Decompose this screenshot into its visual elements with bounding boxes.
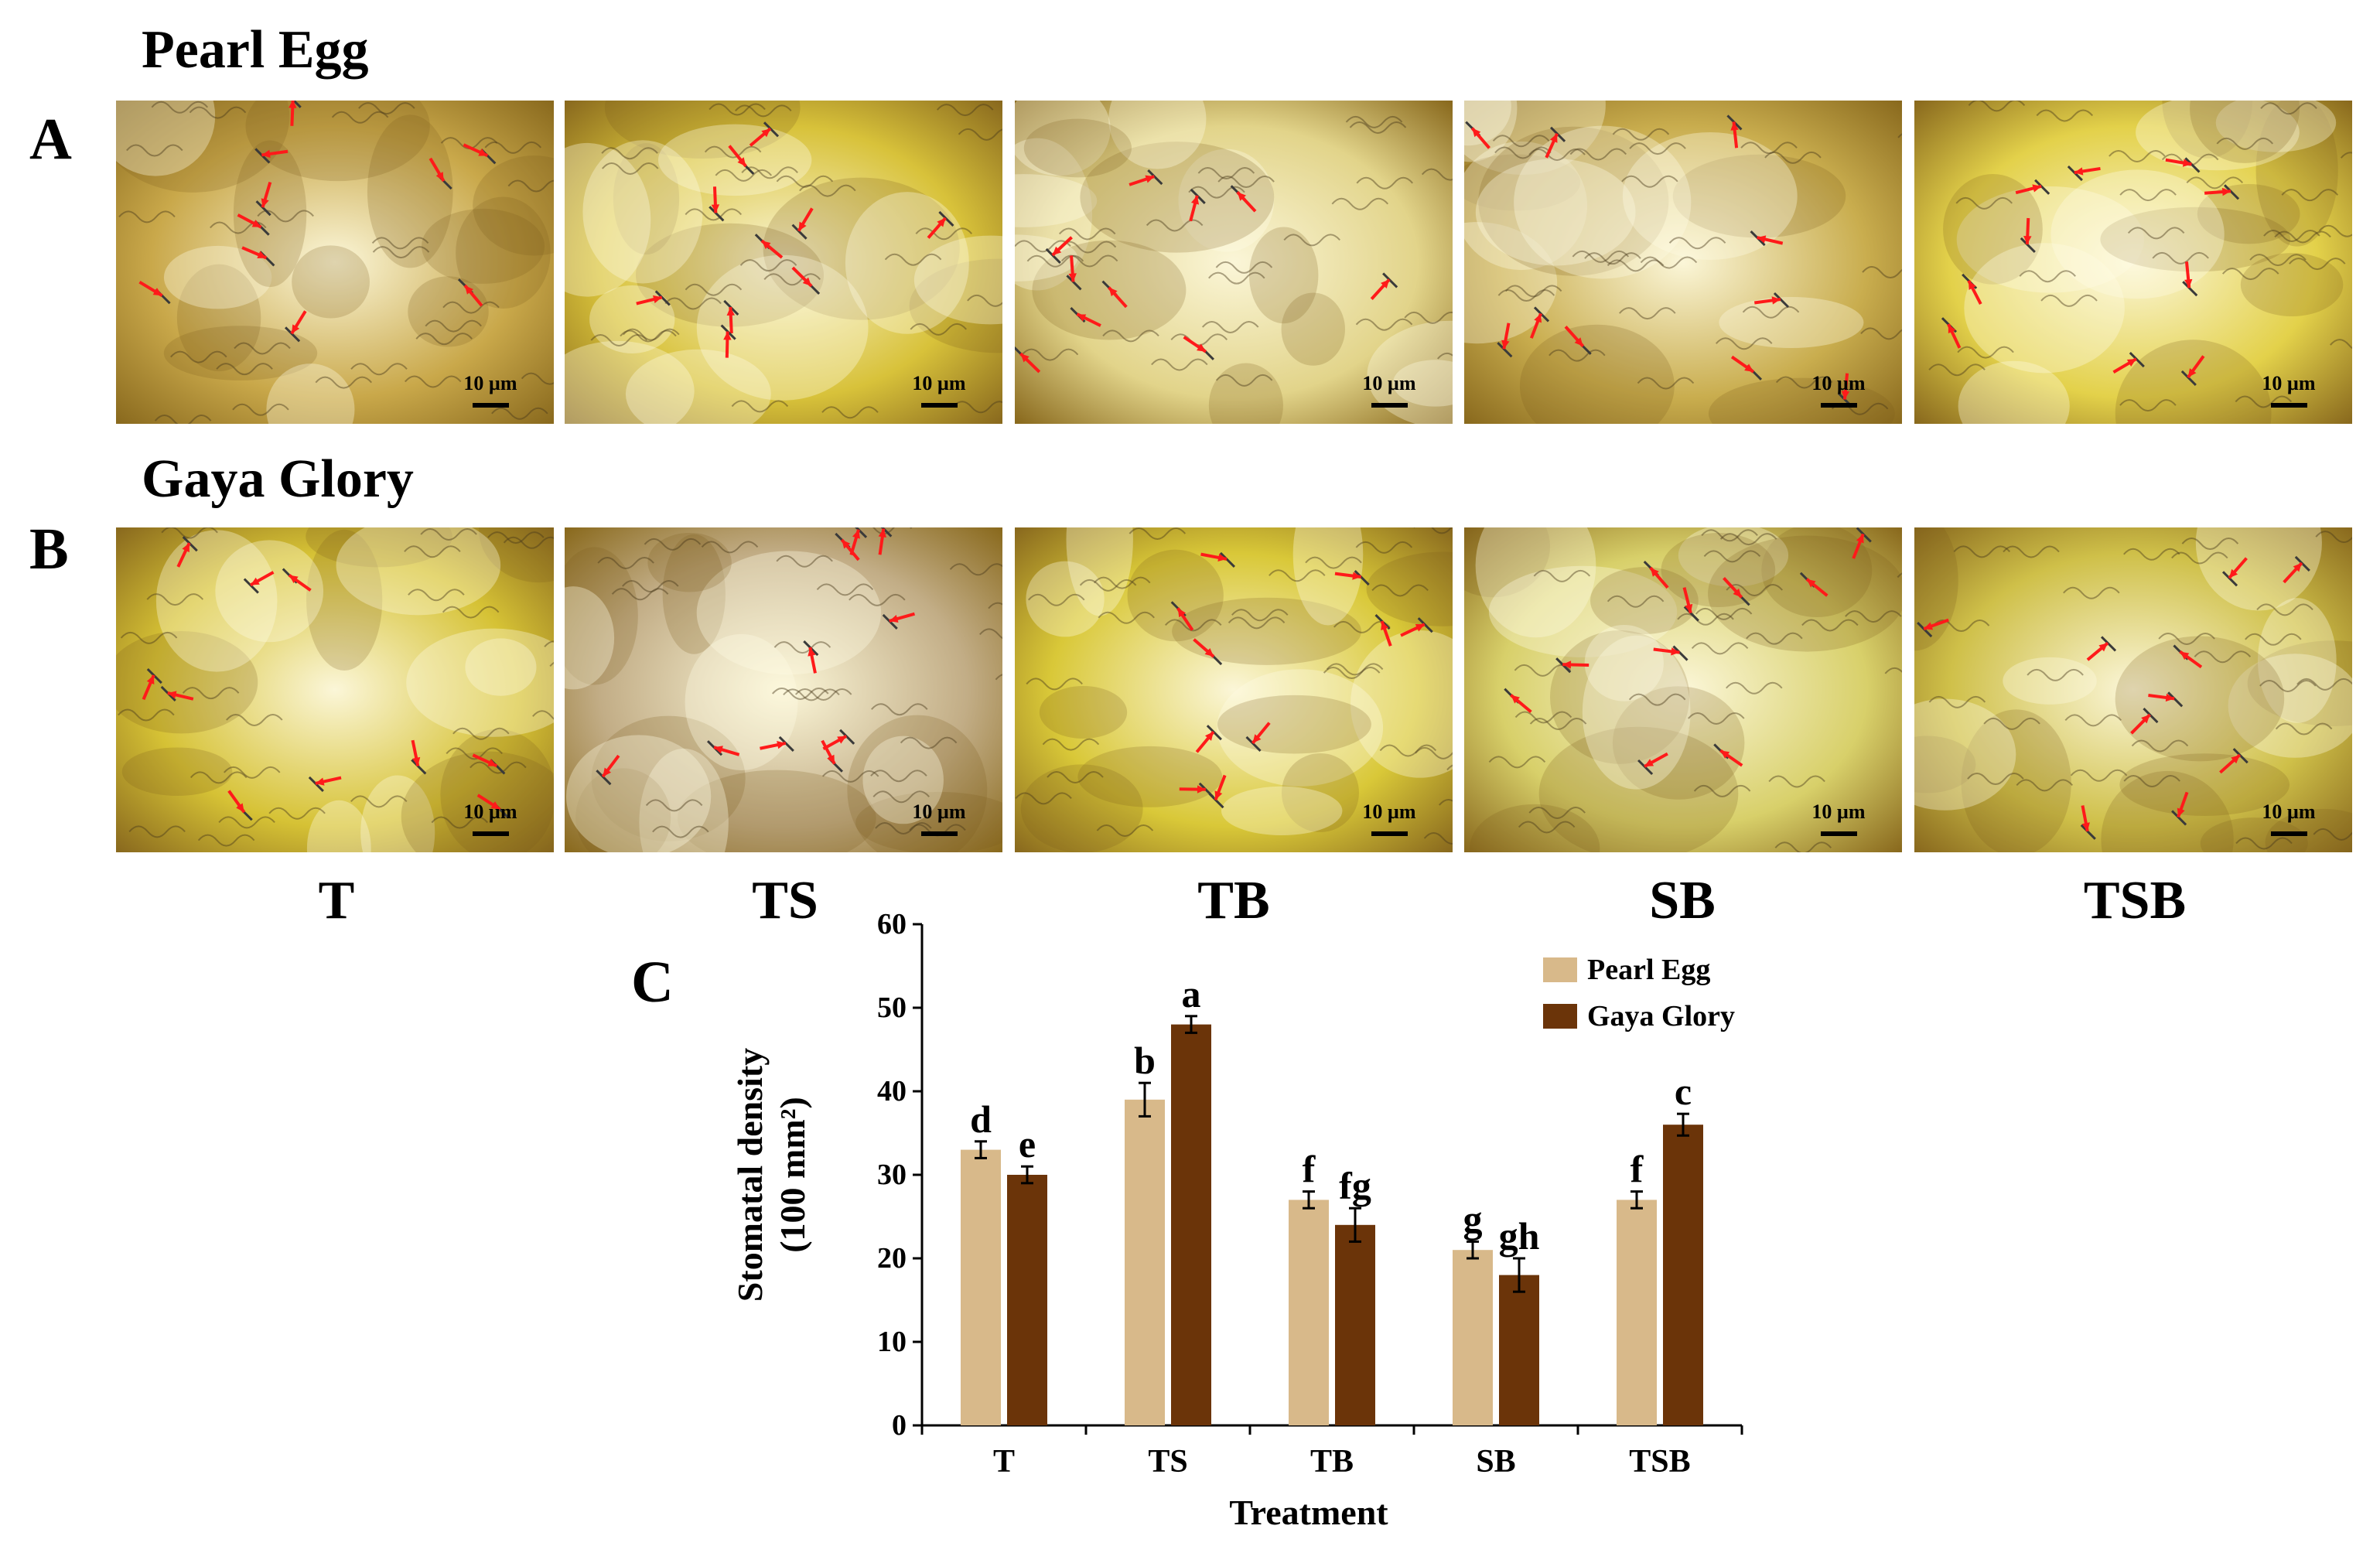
micrograph-gaya-glory-sb: 10 µm: [1464, 527, 1902, 852]
significance-letter: a: [1182, 972, 1201, 1015]
y-axis-title: Stomatal density: [730, 1048, 770, 1302]
scale-bar-label: 10 µm: [1362, 800, 1415, 823]
x-axis-title: Treatment: [1229, 1493, 1388, 1532]
cultivar-title-pearl-egg: Pearl Egg: [142, 20, 369, 80]
y-tick-label: 10: [877, 1326, 907, 1358]
treatment-label-ts: TS: [752, 871, 818, 930]
scale-bar-label: 10 µm: [912, 372, 965, 394]
micrograph-gaya-glory-tsb: 10 µm: [1914, 527, 2352, 852]
legend-label: Pearl Egg: [1587, 954, 1710, 986]
significance-letter: c: [1675, 1070, 1692, 1113]
y-tick-label: 40: [877, 1075, 907, 1108]
x-tick-label: TS: [1148, 1444, 1187, 1480]
bar-gaya-glory-tb: [1335, 1224, 1375, 1425]
scale-bar-label: 10 µm: [1811, 372, 1865, 394]
micrograph-gaya-glory-ts: 10 µm: [565, 527, 1002, 852]
legend-swatch: [1543, 957, 1577, 982]
treatment-label-sb: SB: [1649, 871, 1716, 930]
y-tick-label: 20: [877, 1242, 907, 1275]
y-tick-label: 50: [877, 992, 907, 1024]
panel-letter-c: C: [631, 950, 674, 1015]
bar-gaya-glory-sb: [1499, 1275, 1539, 1425]
x-tick-label: TB: [1310, 1444, 1354, 1480]
micrograph-pearl-egg-t: 10 µm: [116, 101, 554, 424]
panel-letter-b: B: [29, 517, 69, 582]
scale-bar-label: 10 µm: [912, 800, 965, 823]
bar-pearl-egg-tb: [1289, 1200, 1329, 1425]
significance-letter: e: [1019, 1122, 1036, 1166]
bar-gaya-glory-tsb: [1663, 1125, 1703, 1425]
micrograph-pearl-egg-tb: 10 µm: [1015, 101, 1453, 424]
bar-gaya-glory-ts: [1171, 1024, 1211, 1425]
scale-bar-label: 10 µm: [1362, 372, 1415, 394]
bar-pearl-egg-ts: [1125, 1099, 1165, 1425]
significance-letter: g: [1463, 1197, 1483, 1241]
y-tick-label: 30: [877, 1159, 907, 1191]
legend-label: Gaya Glory: [1587, 1000, 1735, 1032]
significance-letter: b: [1134, 1039, 1156, 1082]
significance-letter: gh: [1499, 1214, 1540, 1258]
significance-letter: f: [1630, 1148, 1644, 1191]
bar-pearl-egg-t: [961, 1149, 1001, 1425]
scale-bar-label: 10 µm: [463, 372, 517, 394]
y-tick-label: 60: [877, 908, 907, 940]
micrograph-gaya-glory-t: 10 µm: [116, 527, 554, 852]
x-tick-label: SB: [1476, 1444, 1515, 1480]
scale-bar-label: 10 µm: [2262, 800, 2315, 823]
cultivar-title-gaya-glory: Gaya Glory: [142, 449, 414, 509]
x-tick-label: TSB: [1629, 1444, 1690, 1480]
micrograph-gaya-glory-tb: 10 µm: [1015, 527, 1453, 852]
micrograph-pearl-egg-tsb: 10 µm: [1914, 101, 2352, 424]
micrograph-pearl-egg-ts: 10 µm: [565, 101, 1002, 424]
treatment-label-t: T: [318, 871, 355, 930]
y-axis-unit: (100 mm²): [773, 1097, 812, 1253]
bar-pearl-egg-sb: [1453, 1250, 1493, 1425]
treatment-label-tsb: TSB: [2083, 871, 2187, 930]
micrograph-pearl-egg-sb: 10 µm: [1464, 101, 1902, 424]
legend-swatch: [1543, 1004, 1577, 1029]
bar-pearl-egg-tsb: [1617, 1200, 1657, 1425]
significance-letter: fg: [1339, 1164, 1371, 1207]
y-tick-label: 0: [892, 1409, 907, 1442]
scale-bar-label: 10 µm: [463, 800, 517, 823]
significance-letter: d: [970, 1097, 992, 1141]
x-tick-label: T: [993, 1444, 1015, 1480]
significance-letter: f: [1303, 1148, 1316, 1191]
treatment-label-tb: TB: [1197, 871, 1270, 930]
scale-bar-label: 10 µm: [2262, 372, 2315, 394]
bar-gaya-glory-t: [1007, 1175, 1047, 1425]
panel-letter-a: A: [29, 107, 72, 172]
scale-bar-label: 10 µm: [1811, 800, 1865, 823]
